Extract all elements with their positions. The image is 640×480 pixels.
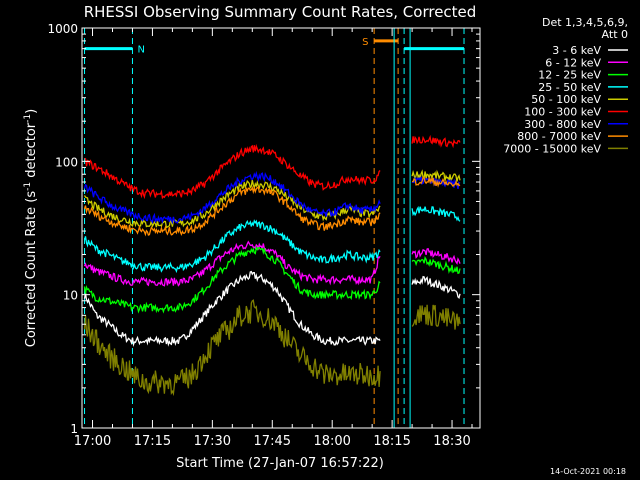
chart-title: RHESSI Observing Summary Count Rates, Co… <box>84 3 477 21</box>
legend-label-2: 12 - 25 keV <box>538 69 601 82</box>
series-line-5-seg-0 <box>84 143 381 200</box>
legend-label-6: 300 - 800 keV <box>524 118 601 131</box>
legend-header-line2: Att 0 <box>602 28 628 41</box>
x-tick-label-0: 17:00 <box>74 434 111 449</box>
series-line-3-seg-0 <box>83 219 381 274</box>
legend-label-1: 6 - 12 keV <box>545 56 601 69</box>
series-line-5-seg-1 <box>411 134 461 149</box>
x-tick-label-3: 17:45 <box>254 434 291 449</box>
x-tick-label-5: 18:15 <box>373 434 410 449</box>
legend-label-7: 800 - 7000 keV <box>517 130 601 143</box>
series-line-7-seg-1 <box>411 176 461 188</box>
y-axis-label-sup1: -1 <box>23 182 33 191</box>
series-line-1-seg-0 <box>83 240 381 287</box>
y-axis-label-part2: detector <box>24 122 39 182</box>
series-line-0-seg-0 <box>83 270 381 347</box>
y-axis-label-part1: Corrected Count Rate (s <box>24 191 39 348</box>
legend-label-8: 7000 - 15000 keV <box>503 142 601 155</box>
y-tick-label-0: 1 <box>70 422 78 436</box>
x-axis-label: Start Time (27-Jan-07 16:57:22) <box>176 456 384 471</box>
series-line-6-seg-0 <box>83 170 381 225</box>
y-tick-label-3: 1000 <box>47 22 78 36</box>
render-timestamp: 14-Oct-2021 00:18 <box>550 467 626 476</box>
legend-label-4: 50 - 100 keV <box>531 93 601 106</box>
series-line-2-seg-1 <box>411 256 461 275</box>
series-line-7-seg-0 <box>83 185 381 237</box>
status-bar-label-0: N <box>137 45 144 56</box>
y-tick-label-1: 10 <box>63 289 78 303</box>
legend-label-5: 100 - 300 keV <box>524 106 601 119</box>
x-tick-label-6: 18:30 <box>433 434 470 449</box>
series-line-8-seg-1 <box>411 304 461 330</box>
series-line-8-seg-0 <box>83 299 381 397</box>
y-axis-label-part3: ) <box>24 109 39 114</box>
y-axis-label-sup2: -1 <box>23 114 33 123</box>
series-line-2-seg-0 <box>83 245 381 314</box>
legend-label-3: 25 - 50 keV <box>538 81 601 94</box>
plot-frame <box>81 27 481 429</box>
axes: 1 10 100 1000 17:00 17:15 17:30 17:45 18:00 18:15… <box>47 22 481 449</box>
series-line-0-seg-1 <box>411 275 461 300</box>
x-tick-label-1: 17:15 <box>134 434 171 449</box>
legend-header-line1: Det 1,3,4,5,6,9, <box>542 16 628 29</box>
legend-label-0: 3 - 6 keV <box>552 44 601 57</box>
status-bar-label-1: S <box>362 37 368 48</box>
series-line-1-seg-1 <box>411 247 461 265</box>
x-tick-label-2: 17:30 <box>194 434 231 449</box>
series-line-3-seg-1 <box>411 205 461 222</box>
plot-area: NS <box>83 28 465 428</box>
y-axis-label: Corrected Count Rate (s-1 detector-1) <box>23 109 39 347</box>
x-tick-label-4: 18:00 <box>313 434 350 449</box>
y-tick-label-2: 100 <box>55 155 78 169</box>
